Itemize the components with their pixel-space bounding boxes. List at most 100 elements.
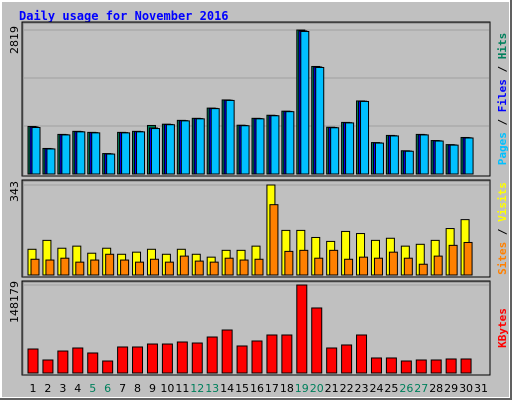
- x-tick-label: 3: [59, 382, 66, 395]
- x-tick-label: 10: [160, 382, 174, 395]
- bar: [330, 127, 340, 175]
- bar: [42, 359, 54, 374]
- bar: [448, 244, 458, 276]
- x-tick-label: 14: [220, 382, 234, 395]
- bar: [388, 251, 398, 276]
- bar: [27, 348, 39, 374]
- bar: [430, 359, 442, 374]
- bar: [418, 263, 428, 276]
- bar: [221, 329, 233, 374]
- bar: [61, 134, 71, 175]
- x-tick-label: 23: [355, 382, 369, 395]
- bar: [225, 99, 235, 175]
- x-tick-label: 5: [89, 382, 96, 395]
- bar: [404, 150, 414, 175]
- x-tick-label: 4: [74, 382, 81, 395]
- bar: [344, 258, 354, 276]
- legend-entry: Sites: [496, 242, 509, 275]
- x-tick-label: 9: [149, 382, 156, 395]
- bar: [315, 66, 325, 175]
- bar: [236, 345, 248, 374]
- bar: [251, 340, 263, 374]
- bar: [45, 259, 55, 276]
- x-tick-label: 6: [104, 382, 111, 395]
- x-tick-label: 15: [235, 382, 249, 395]
- x-tick-label: 26: [399, 382, 413, 395]
- bar: [359, 256, 369, 276]
- bar: [373, 257, 383, 276]
- bar: [57, 350, 69, 374]
- bar: [449, 144, 459, 175]
- bar: [445, 358, 457, 374]
- bar: [165, 124, 175, 175]
- y-tick-label: 343: [8, 181, 21, 202]
- bar: [210, 108, 220, 175]
- legend-entry: Files: [496, 79, 509, 112]
- bar: [46, 148, 56, 175]
- bar: [370, 357, 382, 374]
- bar: [76, 131, 86, 175]
- legend: KBytes: [496, 308, 509, 348]
- bar: [311, 307, 323, 374]
- legend-separator: /: [496, 222, 509, 242]
- x-tick-label: 18: [280, 382, 294, 395]
- bar: [403, 257, 413, 276]
- chart-title: Daily usage for November 2016: [19, 9, 229, 23]
- bar: [180, 120, 190, 175]
- bar: [434, 140, 444, 175]
- x-tick-label: 28: [429, 382, 443, 395]
- bar: [102, 360, 114, 374]
- bar: [91, 132, 101, 175]
- bar: [106, 153, 116, 175]
- panel-bevel: [22, 281, 489, 374]
- x-tick-label: 1: [30, 382, 37, 395]
- legend-entry: KBytes: [496, 308, 509, 348]
- bar: [360, 100, 370, 175]
- bar: [120, 259, 130, 276]
- y-tick-label: 148179: [8, 281, 21, 323]
- bar: [224, 257, 234, 276]
- x-tick-label: 30: [459, 382, 473, 395]
- bar: [255, 118, 265, 175]
- x-tick-label: 16: [250, 382, 264, 395]
- bar: [132, 346, 144, 374]
- bar: [191, 342, 203, 374]
- legend-entry: Visits: [496, 182, 509, 222]
- legend-separator: /: [496, 59, 509, 79]
- bar: [326, 347, 338, 374]
- legend: Pages / Files / Hits: [496, 33, 509, 166]
- bar: [121, 132, 131, 175]
- bar: [356, 334, 368, 374]
- bar: [149, 258, 159, 276]
- x-tick-label: 25: [384, 382, 398, 395]
- bar: [161, 343, 173, 374]
- bar: [400, 360, 412, 374]
- bar: [239, 259, 249, 276]
- bar: [164, 261, 174, 276]
- bar: [433, 255, 443, 276]
- bar: [206, 336, 218, 374]
- bar: [105, 253, 115, 276]
- x-tick-label: 17: [265, 382, 279, 395]
- bar: [60, 257, 70, 276]
- bar: [179, 255, 189, 276]
- bar: [30, 258, 40, 276]
- x-tick-label: 27: [414, 382, 428, 395]
- bar: [463, 241, 473, 276]
- bar: [300, 30, 310, 175]
- x-tick-label: 7: [119, 382, 126, 395]
- x-tick-label: 12: [190, 382, 204, 395]
- bar: [209, 261, 219, 276]
- x-tick-label: 13: [205, 382, 219, 395]
- bar: [146, 343, 158, 374]
- bar: [464, 137, 474, 175]
- bar: [296, 284, 308, 374]
- x-tick-label: 21: [325, 382, 339, 395]
- legend-entry: Hits: [496, 33, 509, 60]
- bar: [269, 204, 279, 276]
- x-tick-label: 19: [295, 382, 309, 395]
- legend-separator: /: [496, 112, 509, 132]
